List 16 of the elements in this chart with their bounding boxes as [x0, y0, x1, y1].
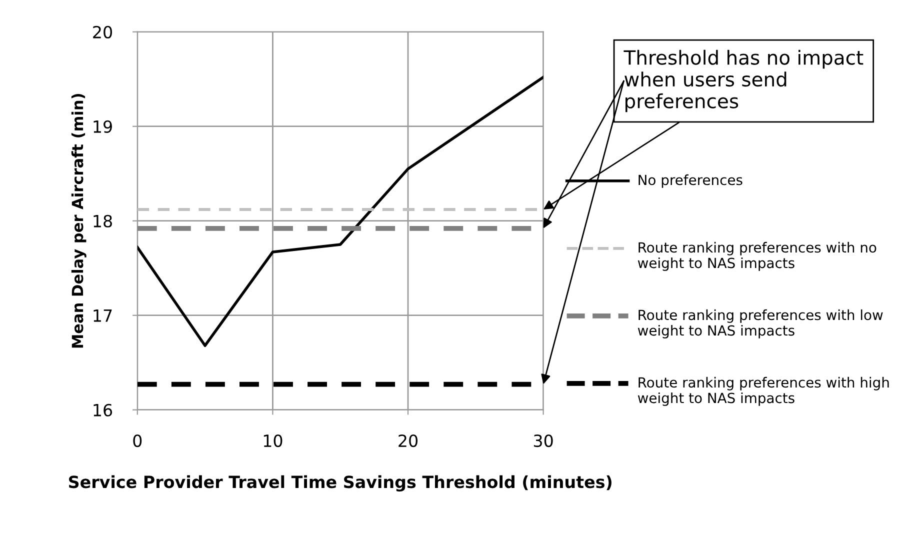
x-tick-label: 30: [534, 434, 553, 448]
x-tick-label: 0: [133, 434, 142, 448]
x-tick-label: 10: [264, 434, 282, 448]
x-tick-label: 20: [398, 434, 418, 448]
x-axis-title: Service Provider Travel Time Savings Threshold (minutes): [69, 475, 612, 492]
y-tick-label: 20: [93, 26, 112, 38]
y-tick-label: 17: [94, 310, 112, 322]
legend-label: Route ranking preferences with low weight to NAS impacts: [638, 309, 883, 338]
legend-label: Route ranking preferences with high weight to NAS impacts: [638, 376, 889, 406]
legend-label: Route ranking preferences with no weight to NAS impacts: [638, 242, 876, 271]
y-tick-label: 16: [94, 404, 112, 416]
y-axis-title: Mean Delay per Aircraft (min): [71, 94, 86, 348]
y-tick-label: 18: [94, 214, 112, 228]
legend-label: No preferences: [638, 174, 742, 188]
y-tick-label: 19: [94, 120, 112, 133]
text: Threshold has no impact when users send preferences: [624, 50, 864, 112]
